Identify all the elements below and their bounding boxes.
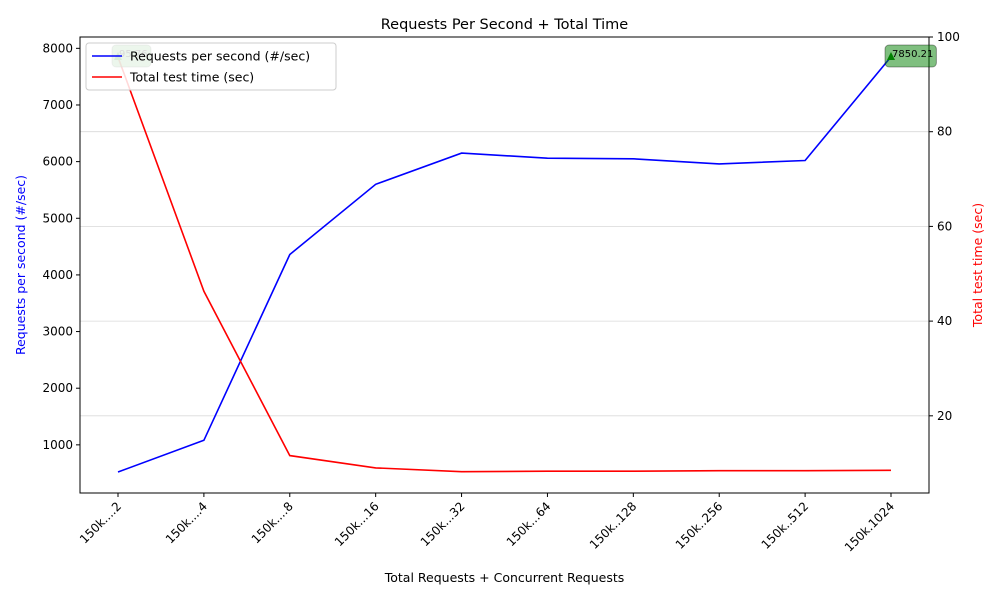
y-right-tick-label: 60 xyxy=(937,219,952,233)
series-line-1 xyxy=(117,56,892,473)
annotation-box xyxy=(884,44,937,68)
y-right-tick-label: 100 xyxy=(937,30,960,44)
series-layer xyxy=(117,56,892,473)
annotation-marker xyxy=(887,52,895,60)
y-right-tick-label: 20 xyxy=(937,409,952,423)
legend-box xyxy=(85,42,337,91)
y-left-tick-label: 2000 xyxy=(42,381,73,395)
y-left-axis-label: Requests per second (#/sec) xyxy=(13,175,28,355)
x-tick-label: 150k....2 xyxy=(77,499,124,546)
x-tick-label: 150k.1024 xyxy=(842,499,897,554)
x-tick-label: 150k...64 xyxy=(504,499,554,549)
y-left-tick-label: 7000 xyxy=(42,98,73,112)
x-axis-ticks: 150k....2 150k....4 150k....8 150k...16 150k… xyxy=(77,493,897,555)
x-axis-label: Total Requests + Concurrent Requests xyxy=(384,570,625,585)
chart-title: Requests Per Second + Total Time xyxy=(381,17,629,33)
y-right-tick-label: 40 xyxy=(937,314,952,328)
x-tick-label: 150k..128 xyxy=(587,499,640,552)
x-tick-label: 150k....8 xyxy=(249,499,296,546)
y-left-tick-label: 8000 xyxy=(42,41,73,55)
legend-label-time: Total test time (sec) xyxy=(129,70,254,85)
y-left-tick-label: 6000 xyxy=(42,155,73,169)
y-left-tick-label: 3000 xyxy=(42,325,73,339)
grid-lines xyxy=(80,131,929,417)
x-tick-label: 150k...16 xyxy=(332,499,382,549)
legend: Requests per second (#/sec) Total test t… xyxy=(85,42,337,91)
y-left-axis-ticks: 1000 2000 3000 4000 5000 6000 7000 8000 xyxy=(42,41,80,452)
y-right-axis-ticks: 20 40 60 80 100 xyxy=(929,30,960,423)
x-tick-label: 150k...32 xyxy=(418,499,468,549)
y-right-tick-label: 80 xyxy=(937,125,952,139)
x-tick-label: 150k..512 xyxy=(759,499,812,552)
legend-label-rps: Requests per second (#/sec) xyxy=(130,49,310,64)
x-tick-label: 150k..256 xyxy=(673,499,726,552)
y-left-tick-label: 4000 xyxy=(42,268,73,282)
plot-frame xyxy=(79,36,930,494)
y-left-tick-label: 1000 xyxy=(42,438,73,452)
y-right-axis-label: Total test time (sec) xyxy=(970,203,985,328)
y-left-tick-label: 5000 xyxy=(42,211,73,225)
series-line-0 xyxy=(117,56,892,473)
annotation-label: 7850.21 xyxy=(892,49,933,60)
x-tick-label: 150k....4 xyxy=(163,499,210,546)
